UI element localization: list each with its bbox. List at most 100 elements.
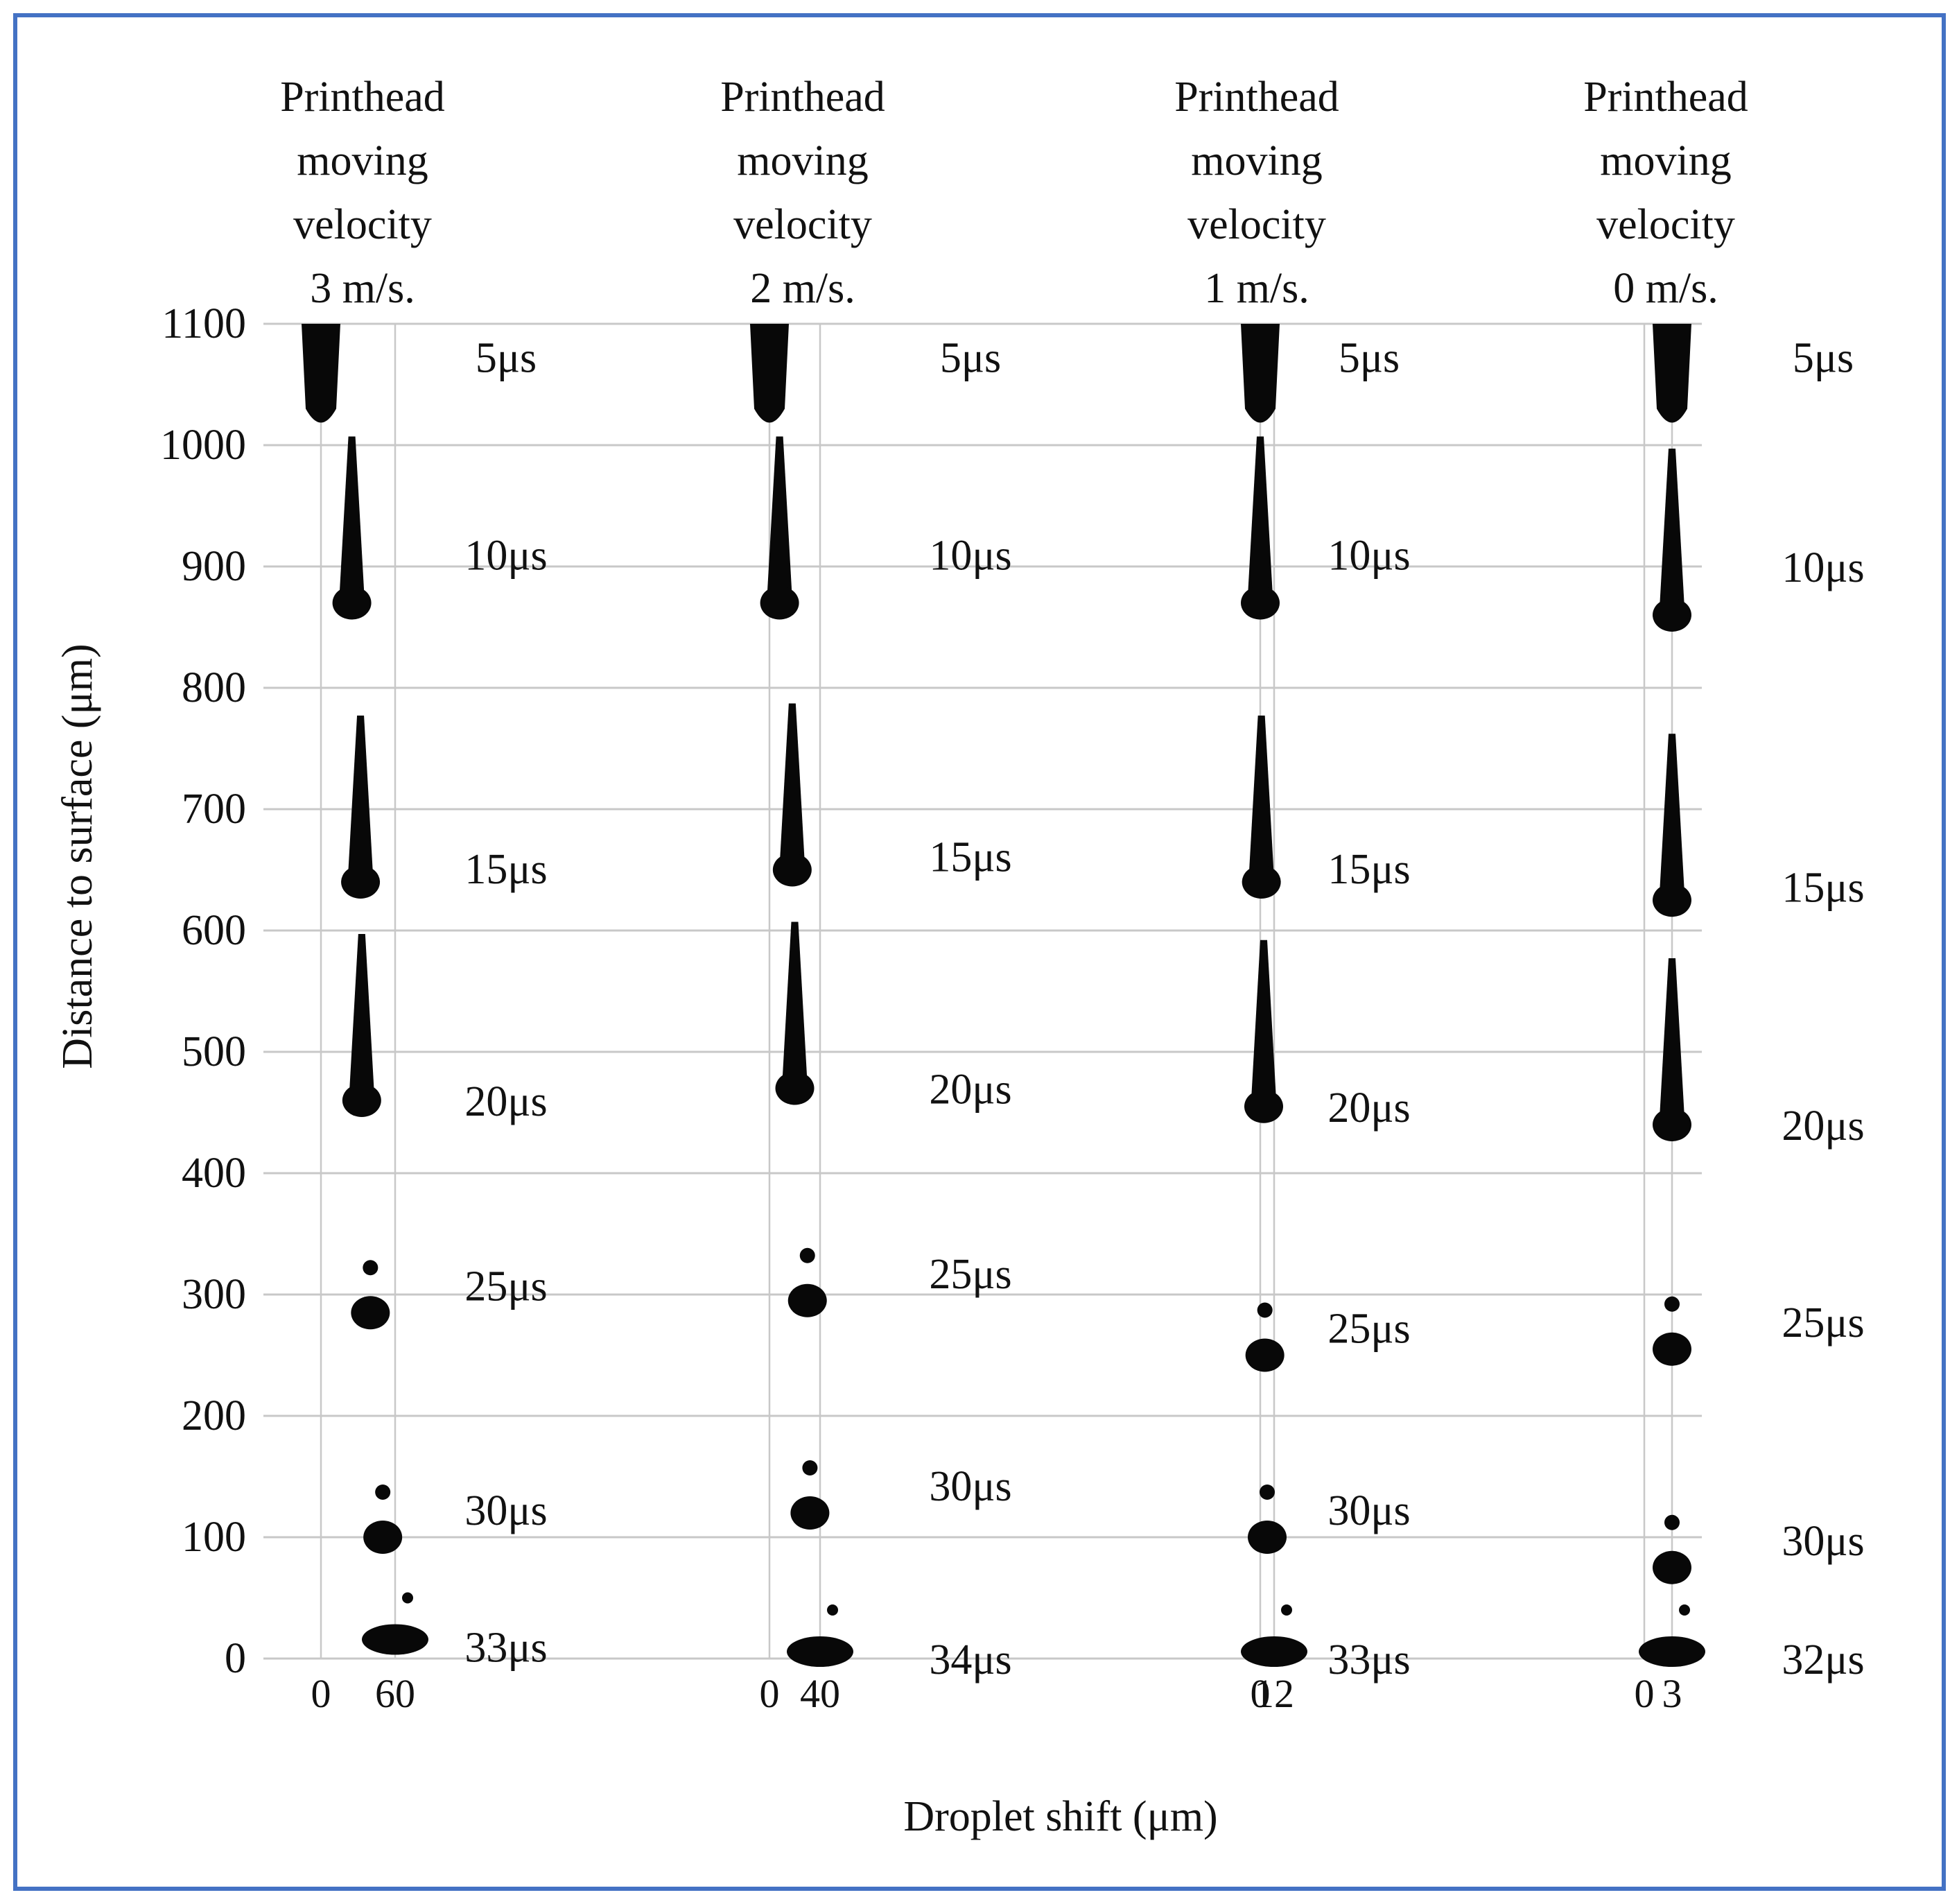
time-label: 34μs [929,1636,1011,1684]
droplet-head [775,1071,815,1105]
time-label: 5μs [1339,335,1400,382]
droplet-tail [1251,940,1276,1100]
x-tick-label: 12 [1254,1671,1294,1716]
y-tick-label: 1000 [160,422,246,469]
time-label: 5μs [476,335,537,382]
y-tick-label: 500 [182,1028,246,1075]
time-label: 10μs [1327,533,1410,580]
droplet-tail [348,716,374,875]
x-axis-label: Droplet shift (μm) [903,1793,1217,1840]
y-tick-label: 200 [182,1392,246,1439]
droplet-tail [1248,716,1274,875]
time-label: 30μs [1327,1487,1410,1534]
column-title-line: Printhead [280,73,445,121]
time-label: 10μs [929,533,1011,580]
y-axis-label: Distance to surface (μm) [54,643,101,1068]
time-label: 5μs [940,335,1001,382]
droplet-head [1244,1089,1283,1123]
column-title-line: moving [1600,137,1731,184]
text-layer: 010020030040050060070080090010001100Prin… [160,73,1865,1716]
droplet-tail [1248,436,1273,596]
time-label: 25μs [1327,1306,1410,1353]
satellite-droplet [375,1485,391,1500]
droplet-head [351,1296,390,1330]
column-title-line: 0 m/s. [1613,265,1718,312]
satellite-droplet [1257,1302,1273,1318]
time-label: 5μs [1793,335,1854,382]
x-tick-label: 0 [760,1671,780,1716]
y-tick-label: 0 [225,1635,246,1682]
impact-splat [362,1624,428,1655]
jet-column [750,324,789,423]
time-label: 25μs [929,1251,1011,1298]
time-label: 20μs [1782,1102,1864,1150]
droplet-tail [782,921,808,1082]
droplet-tail [1660,958,1684,1118]
grid-layer [263,322,1702,1660]
time-label: 15μs [929,834,1011,881]
time-label: 32μs [1782,1636,1864,1684]
time-label: 25μs [464,1263,547,1310]
time-label: 30μs [464,1487,547,1534]
column-title-line: 1 m/s. [1204,265,1309,312]
column-title-line: moving [737,137,868,184]
droplet-tail [1660,449,1684,608]
satellite-droplet [827,1604,838,1616]
satellite-droplet [1281,1604,1292,1616]
column-title-line: moving [297,137,428,184]
x-tick-label: 0 [311,1671,331,1716]
droplet-head [1241,586,1280,620]
droplet-head [341,865,381,899]
droplet-head [1653,1550,1691,1584]
satellite-droplet [1679,1604,1690,1616]
x-tick-label: 0 [1251,1671,1271,1716]
column-title-line: velocity [733,201,872,248]
droplet-head [1248,1521,1287,1554]
column-title-line: Printhead [720,73,885,121]
droplet-layer [302,324,1705,1667]
droplet-head [342,1084,381,1117]
droplet-tail [1660,734,1684,894]
time-label: 30μs [929,1463,1011,1510]
time-label: 20μs [1327,1084,1410,1132]
time-label: 10μs [1782,544,1864,591]
droplet-head [790,1496,830,1530]
column-title-line: moving [1191,137,1322,184]
x-tick-label: 3 [1662,1671,1682,1716]
droplet-tail [767,436,792,596]
droplet-tail [779,703,805,863]
droplet-head [1242,865,1281,899]
droplet-head [772,853,812,887]
x-tick-label: 60 [375,1671,415,1716]
droplet-head [1653,598,1691,632]
impact-splat [1241,1636,1307,1667]
column-title-line: velocity [293,201,432,248]
y-tick-label: 400 [182,1150,246,1197]
column-title-line: Printhead [1174,73,1339,121]
droplet-head [363,1521,403,1554]
impact-splat [787,1636,853,1667]
droplet-head [1245,1338,1285,1372]
satellite-droplet [1260,1485,1275,1500]
satellite-droplet [1664,1514,1680,1530]
droplet-head [1653,1332,1691,1366]
column-title-line: 3 m/s. [310,265,415,312]
droplet-head [787,1283,827,1317]
satellite-droplet [402,1592,413,1604]
droplet-head [760,586,799,620]
jet-column [1653,324,1691,423]
satellite-droplet [1664,1296,1680,1312]
time-label: 20μs [464,1078,547,1125]
time-label: 33μs [464,1625,547,1672]
satellite-droplet [802,1460,818,1475]
time-label: 30μs [1782,1518,1864,1565]
column-title-line: velocity [1187,201,1326,248]
time-label: 33μs [1327,1636,1410,1684]
figure-frame [13,13,1946,1891]
x-tick-label: 40 [800,1671,840,1716]
droplet-tail [349,934,374,1093]
y-tick-label: 800 [182,664,246,711]
y-tick-label: 700 [182,786,246,833]
impact-splat [1639,1636,1705,1667]
